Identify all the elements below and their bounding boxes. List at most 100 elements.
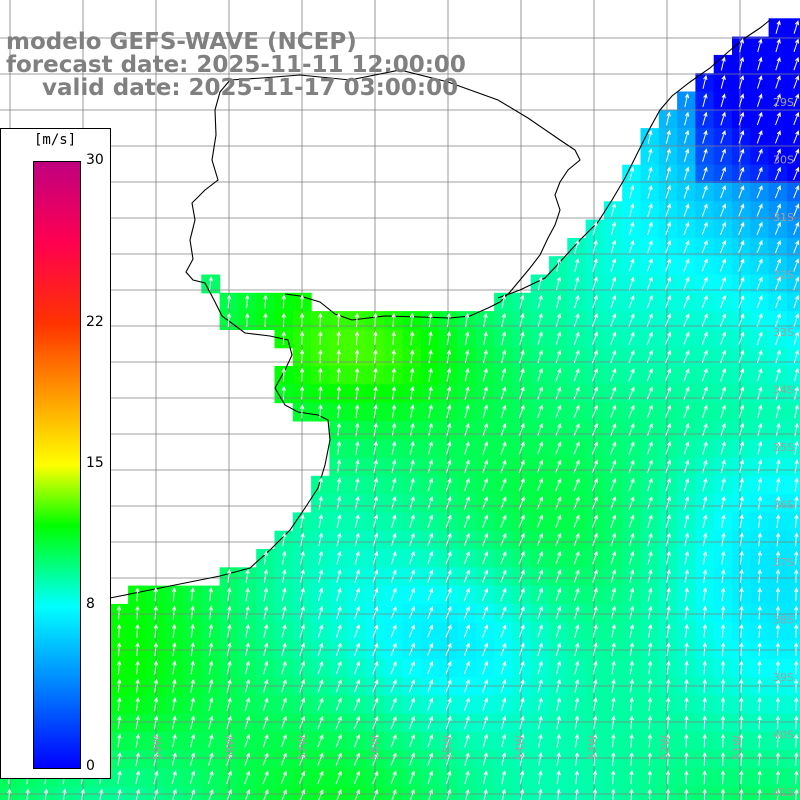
wind-arrow	[262, 715, 269, 730]
wind-arrow	[428, 367, 433, 382]
wind-arrow	[574, 258, 580, 272]
wind-arrow	[153, 587, 158, 602]
wind-arrow	[665, 239, 672, 254]
wind-arrow	[739, 733, 744, 748]
wind-arrow	[391, 477, 397, 492]
wind-arrow	[738, 294, 745, 309]
wind-arrow	[775, 715, 781, 730]
wind-arrow	[775, 642, 781, 657]
wind-arrow	[738, 422, 745, 437]
wind-arrow	[683, 459, 690, 473]
wind-arrow	[445, 551, 452, 565]
wind-arrow	[646, 459, 653, 473]
wind-arrow	[757, 422, 763, 437]
wind-arrow	[518, 477, 525, 492]
wind-arrow	[739, 38, 744, 53]
wind-arrow	[445, 532, 452, 547]
wind-arrow	[280, 734, 287, 748]
wind-arrow	[610, 313, 617, 327]
wind-arrow	[153, 751, 159, 766]
wind-arrow	[610, 587, 616, 602]
wind-arrow	[482, 733, 488, 748]
wind-arrow	[262, 770, 269, 784]
wind-arrow	[592, 221, 598, 236]
wind-arrow	[611, 751, 616, 766]
wind-arrow	[537, 441, 543, 455]
wind-arrow	[372, 642, 379, 656]
wind-arrow	[629, 605, 635, 620]
wind-arrow	[428, 349, 433, 364]
wind-arrow	[739, 477, 744, 492]
wind-arrow	[153, 715, 159, 730]
wind-arrow	[372, 734, 379, 748]
wind-arrow	[373, 459, 378, 474]
wind-arrow	[647, 587, 653, 602]
wind-arrow	[555, 349, 562, 364]
wind-arrow	[739, 660, 744, 675]
wind-arrow	[263, 294, 268, 309]
wind-arrow	[573, 441, 580, 455]
wind-arrow	[738, 367, 745, 382]
wind-arrow	[793, 367, 799, 382]
wind-arrow	[665, 386, 672, 400]
wind-arrow	[354, 330, 360, 346]
wind-arrow	[207, 770, 214, 785]
wind-arrow	[775, 605, 781, 620]
wind-arrow	[628, 258, 635, 272]
wind-arrow	[208, 660, 214, 675]
wind-arrow	[555, 514, 562, 528]
wind-arrow	[355, 440, 360, 455]
wind-arrow	[208, 678, 214, 693]
wind-arrow	[482, 587, 489, 601]
wind-arrow	[701, 331, 708, 345]
wind-arrow	[391, 385, 397, 400]
wind-arrow	[574, 770, 579, 785]
wind-arrow	[317, 770, 324, 784]
wind-arrow	[353, 715, 360, 730]
wind-arrow	[574, 623, 580, 638]
wind-arrow	[464, 477, 470, 492]
wind-arrow	[445, 660, 452, 675]
wind-arrow	[574, 697, 580, 711]
wind-arrow	[610, 550, 617, 565]
wind-arrow	[610, 569, 616, 583]
wind-arrow	[702, 532, 708, 547]
wind-arrow	[775, 440, 781, 455]
wind-arrow	[628, 313, 635, 327]
wind-arrow	[702, 111, 708, 126]
wind-arrow	[701, 239, 708, 254]
wind-arrow	[172, 715, 177, 730]
wind-arrow	[721, 514, 726, 528]
wind-arrow	[299, 587, 305, 602]
wind-arrow	[684, 514, 690, 528]
wind-arrow	[427, 514, 434, 528]
wind-arrow	[555, 404, 562, 418]
latitude-label: 39S	[773, 671, 794, 684]
wind-arrow	[391, 514, 397, 528]
wind-arrow	[573, 386, 580, 400]
wind-arrow	[299, 642, 305, 657]
wind-arrow	[427, 441, 433, 455]
wind-arrow	[464, 404, 470, 419]
wind-arrow	[592, 624, 598, 638]
wind-arrow	[135, 678, 140, 693]
wind-arrow	[189, 770, 196, 785]
wind-arrow	[463, 642, 470, 656]
wind-arrow	[665, 203, 671, 217]
wind-cell	[274, 786, 294, 800]
wind-arrow	[500, 660, 507, 675]
wind-arrow	[684, 93, 690, 108]
wind-arrow	[482, 514, 489, 528]
wind-arrow	[666, 111, 671, 126]
wind-arrow	[684, 568, 689, 583]
wind-arrow	[482, 624, 489, 638]
wind-arrow	[373, 495, 378, 510]
wind-arrow	[409, 312, 415, 327]
wind-arrow	[537, 624, 543, 638]
wind-arrow	[647, 678, 653, 693]
wind-arrow	[665, 514, 671, 528]
wind-arrow	[318, 367, 323, 382]
wind-arrow	[410, 404, 415, 419]
wind-arrow	[538, 788, 543, 800]
wind-arrow	[245, 587, 250, 602]
